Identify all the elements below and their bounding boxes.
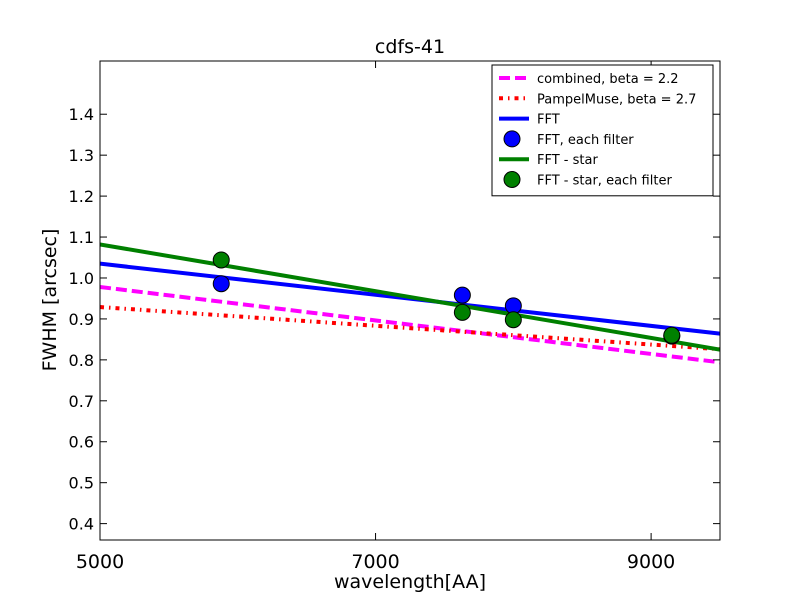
y-tick-label: 1.2: [69, 187, 94, 206]
legend-label: combined, beta = 2.2: [537, 72, 679, 87]
x-axis-label: wavelength[AA]: [334, 571, 486, 593]
legend: combined, beta = 2.2 PampelMuse, beta = 2…: [491, 64, 714, 197]
x-tick-label: 9000: [627, 551, 675, 573]
y-tick-label: 0.6: [69, 433, 94, 452]
data-point-fft-star-each-filter: [212, 251, 230, 269]
legend-item: PampelMuse, beta = 2.7: [499, 92, 696, 107]
series-line-pampelmuse-beta-2-7: [100, 305, 720, 352]
x-tick-label: 5000: [76, 551, 124, 573]
y-tick-label: 0.8: [69, 351, 94, 370]
legend-label: FFT: [537, 113, 560, 128]
legend-label: PampelMuse, beta = 2.7: [537, 92, 696, 107]
y-tick-label: 1.4: [69, 105, 94, 124]
series-layer: [100, 242, 720, 365]
y-tick-label: 1.0: [69, 269, 94, 288]
legend-item: FFT: [499, 113, 560, 128]
legend-item: FFT - star: [499, 153, 598, 168]
y-tick-label: 0.4: [69, 515, 94, 534]
data-point-fft-each-filter: [212, 275, 230, 293]
axis-ticks: 5000 7000 9000 0.4 0.5 0.6 0.7 0.8 0.9 1.0 1.1 1.2 1…: [69, 61, 720, 573]
data-point-fft-star-each-filter: [453, 303, 471, 321]
y-tick-label: 1.3: [69, 146, 94, 165]
y-tick-label: 0.7: [69, 392, 94, 411]
data-point-fft-each-filter: [453, 286, 471, 304]
y-tick-label: 0.9: [69, 310, 94, 329]
series-line-combined-beta-2-2: [100, 285, 720, 365]
legend-label: FFT - star: [537, 153, 598, 168]
data-point-fft-star-each-filter: [663, 326, 681, 344]
chart-title: cdfs-41: [375, 36, 445, 58]
y-tick-label: 1.1: [69, 228, 94, 247]
legend-item: FFT - star, each filter: [503, 171, 672, 189]
legend-label: FFT - star, each filter: [537, 174, 672, 189]
y-tick-label: 0.5: [69, 474, 94, 493]
legend-item: combined, beta = 2.2: [499, 72, 679, 87]
data-point-fft-star-each-filter: [504, 311, 522, 329]
x-tick-label: 7000: [351, 551, 399, 573]
plot-frame: [99, 60, 721, 541]
legend-label: FFT, each filter: [537, 133, 634, 148]
legend-item: FFT, each filter: [503, 130, 634, 148]
y-axis-label: FWHM [arcsec]: [39, 229, 61, 372]
legend-marker-swatch: [503, 130, 521, 148]
series-line-fft-star: [100, 242, 720, 352]
legend-marker-swatch: [503, 171, 521, 188]
legend-box: [491, 64, 714, 197]
